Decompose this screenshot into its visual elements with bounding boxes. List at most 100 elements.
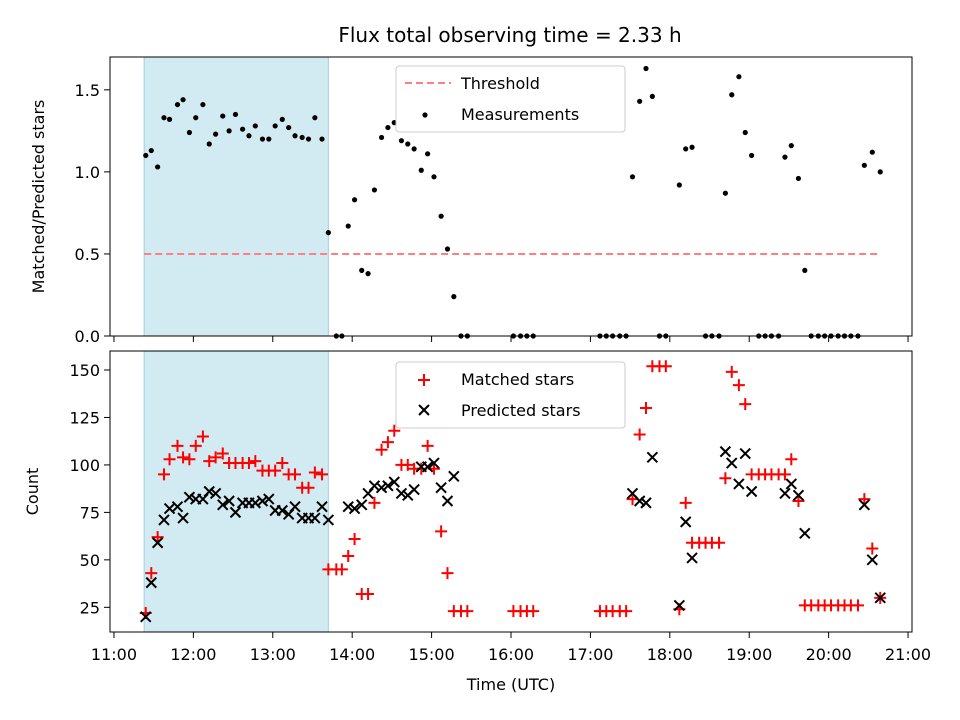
measurement-point (148, 147, 154, 154)
matched-star-point (151, 531, 164, 544)
matched-star-point (269, 464, 282, 477)
measurement-point (736, 74, 742, 80)
matched-star-point (778, 468, 791, 481)
matched-star-point (866, 542, 879, 555)
matched-star-point (633, 428, 646, 441)
matched-star-point (639, 401, 652, 414)
measurement-point (405, 141, 411, 147)
measurement-point (206, 141, 212, 147)
measurement-point (259, 136, 266, 142)
y-tick-label: 75 (80, 503, 100, 522)
legend-predicted-swatch (418, 404, 430, 416)
matched-star-point (196, 430, 209, 443)
measurement-point (378, 134, 385, 141)
predicted-star-point (799, 527, 811, 539)
predicted-star-point (289, 500, 301, 513)
measurement-point (166, 116, 173, 122)
x-tick-label: 16:00 (488, 645, 534, 664)
measurement-point (325, 230, 331, 236)
measurement-point (371, 187, 378, 193)
predicted-star-point (686, 552, 698, 564)
predicted-star-point (375, 481, 388, 494)
matched-star-point (401, 458, 414, 471)
matched-star-point (375, 443, 388, 456)
measurement-point (252, 123, 258, 129)
measurement-point (398, 138, 405, 144)
matched-star-point (381, 436, 394, 449)
x-axis-label: Time (UTC) (466, 675, 555, 694)
matched-star-point (342, 550, 355, 563)
measurement-point (643, 65, 649, 72)
measurement-point (279, 116, 285, 122)
matched-star-point (216, 447, 229, 460)
measurement-point (351, 197, 358, 203)
matched-star-point (183, 453, 196, 466)
predicted-star-point (382, 480, 394, 492)
predicted-star-point (368, 480, 381, 492)
x-tick-label: 18:00 (647, 645, 693, 664)
predicted-star-point (171, 500, 184, 513)
top-x-ticks (113, 336, 909, 342)
measurement-point (266, 136, 272, 142)
matched-star-point (203, 455, 216, 468)
predicted-star-point (874, 592, 886, 604)
predicted-star-point (177, 512, 189, 524)
matched-star-point (388, 424, 401, 437)
matched-star-point (713, 536, 726, 549)
measurement-point (749, 152, 755, 159)
predicted-star-point (726, 457, 738, 469)
x-tick-label: 17:00 (567, 645, 613, 664)
measurement-point (193, 115, 199, 121)
predicted-star-point (792, 489, 805, 502)
measurement-point (143, 152, 149, 159)
legend-predicted-label: Predicted stars (461, 401, 581, 420)
matched-star-point (659, 360, 672, 373)
measurement-point (213, 131, 219, 137)
predicted-star-point (719, 445, 732, 458)
measurement-point (200, 101, 206, 108)
y-tick-label: 1.5 (75, 81, 100, 100)
measurement-point (305, 136, 312, 142)
matched-star-point (527, 605, 540, 618)
predicted-star-point (309, 512, 321, 524)
predicted-star-point (223, 495, 235, 507)
measurement-point (861, 162, 867, 168)
measurement-point (722, 190, 728, 196)
bottom-legend: Matched stars Predicted stars (395, 361, 626, 429)
measurement-point (629, 174, 636, 180)
top-y-ticks: 0.0 0.5 1.0 1.5 (75, 81, 110, 346)
measurement-point (802, 267, 808, 273)
measurement-point (299, 134, 305, 141)
measurement-point (312, 115, 318, 121)
x-tick-label: 21:00 (885, 645, 931, 664)
bottom-y-ticks: 25 50 75 100 125 150 (69, 361, 110, 617)
matched-star-point (289, 468, 302, 481)
matched-star-point (242, 457, 255, 470)
matched-star-point (276, 457, 289, 470)
predicted-star-point (640, 497, 652, 509)
bottom-panel: 25 50 75 100 125 150 11:00 12:00 13:00 14:00 15:0… (23, 350, 931, 694)
predicted-star-point (428, 457, 440, 469)
x-tick-label: 15:00 (409, 645, 455, 664)
predicted-star-point (342, 500, 354, 513)
predicted-star-point (679, 516, 692, 528)
measurement-point (174, 101, 181, 108)
measurement-point (272, 123, 278, 129)
predicted-star-point (779, 487, 791, 500)
top-panel: 0.0 0.5 1.0 1.5 Matched/Predicted stars (29, 56, 913, 346)
measurement-point (286, 124, 292, 131)
predicted-star-point (421, 461, 434, 473)
matched-star-point (435, 525, 448, 538)
x-tick-label: 11:00 (91, 645, 137, 664)
predicted-star-point (646, 451, 659, 464)
legend-matched-label: Matched stars (461, 370, 574, 389)
measurement-point (155, 164, 161, 170)
matched-star-point (249, 455, 262, 468)
matched-star-point (335, 563, 348, 576)
predicted-star-point (356, 499, 368, 511)
measurement-point (232, 111, 239, 118)
predicted-star-point (209, 487, 222, 500)
matched-star-point (171, 439, 184, 452)
predicted-star-point (316, 500, 328, 513)
predicted-star-point (435, 481, 447, 494)
